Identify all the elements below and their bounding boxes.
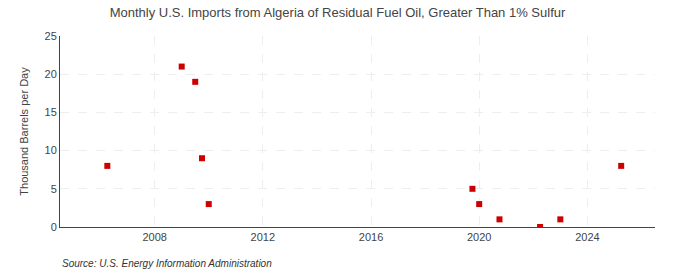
svg-text:Monthly U.S. Imports from Alge: Monthly U.S. Imports from Algeria of Res… xyxy=(110,5,566,20)
svg-text:0: 0 xyxy=(51,221,57,233)
svg-text:10: 10 xyxy=(45,144,57,156)
svg-text:2016: 2016 xyxy=(359,231,383,243)
svg-text:2024: 2024 xyxy=(575,231,599,243)
svg-text:25: 25 xyxy=(45,30,57,42)
svg-text:2012: 2012 xyxy=(251,231,275,243)
svg-text:2008: 2008 xyxy=(142,231,166,243)
svg-text:Source: U.S. Energy Informatio: Source: U.S. Energy Information Administ… xyxy=(62,258,272,269)
svg-text:Thousand Barrels per Day: Thousand Barrels per Day xyxy=(18,67,30,196)
svg-text:20: 20 xyxy=(45,68,57,80)
svg-text:5: 5 xyxy=(51,183,57,195)
svg-text:2020: 2020 xyxy=(467,231,491,243)
svg-text:15: 15 xyxy=(45,106,57,118)
